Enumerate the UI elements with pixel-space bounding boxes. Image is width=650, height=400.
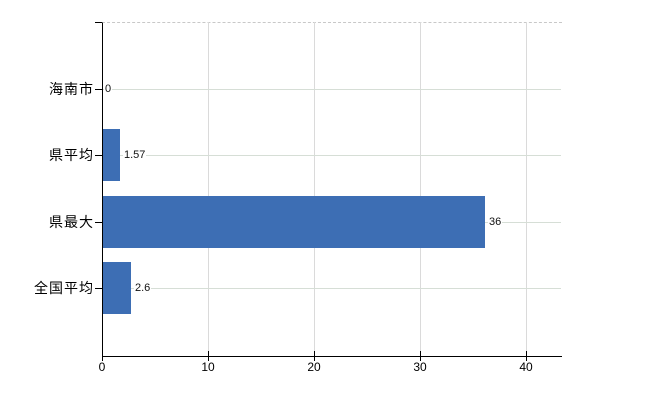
category-gridline — [103, 288, 561, 289]
x-axis-tick — [526, 351, 527, 361]
plot-area — [102, 22, 562, 357]
x-gridline — [208, 22, 209, 355]
x-axis-tick-label: 20 — [307, 360, 321, 374]
category-gridline — [103, 155, 561, 156]
bar-2 — [103, 196, 485, 248]
category-label: 県最大 — [49, 214, 94, 230]
category-label: 海南市 — [49, 81, 94, 97]
x-axis-tick — [420, 351, 421, 361]
y-axis-tick — [95, 222, 102, 223]
category-gridline — [103, 89, 561, 90]
bar-value-label: 36 — [488, 215, 503, 229]
x-gridline — [314, 22, 315, 355]
x-axis-tick-label: 40 — [519, 360, 533, 374]
x-axis-tick — [208, 351, 209, 361]
bar-value-label: 0 — [104, 82, 113, 96]
category-label: 全国平均 — [34, 280, 94, 296]
bar-value-label: 2.6 — [134, 281, 152, 295]
bar-value-label: 1.57 — [123, 148, 147, 162]
y-axis-tick — [95, 288, 102, 289]
y-axis-tick — [95, 89, 102, 90]
x-axis-tick — [102, 351, 103, 361]
x-axis-tick-label: 30 — [413, 360, 427, 374]
bar-1 — [103, 129, 120, 181]
x-gridline — [420, 22, 421, 355]
x-gridline — [526, 22, 527, 355]
x-axis-tick-label: 10 — [201, 360, 215, 374]
x-axis-tick — [314, 351, 315, 361]
y-axis-tick — [95, 155, 102, 156]
x-axis-tick-label: 0 — [98, 360, 106, 374]
bar-3 — [103, 262, 131, 314]
category-label: 県平均 — [49, 147, 94, 163]
y-axis-end-tick — [95, 22, 102, 23]
